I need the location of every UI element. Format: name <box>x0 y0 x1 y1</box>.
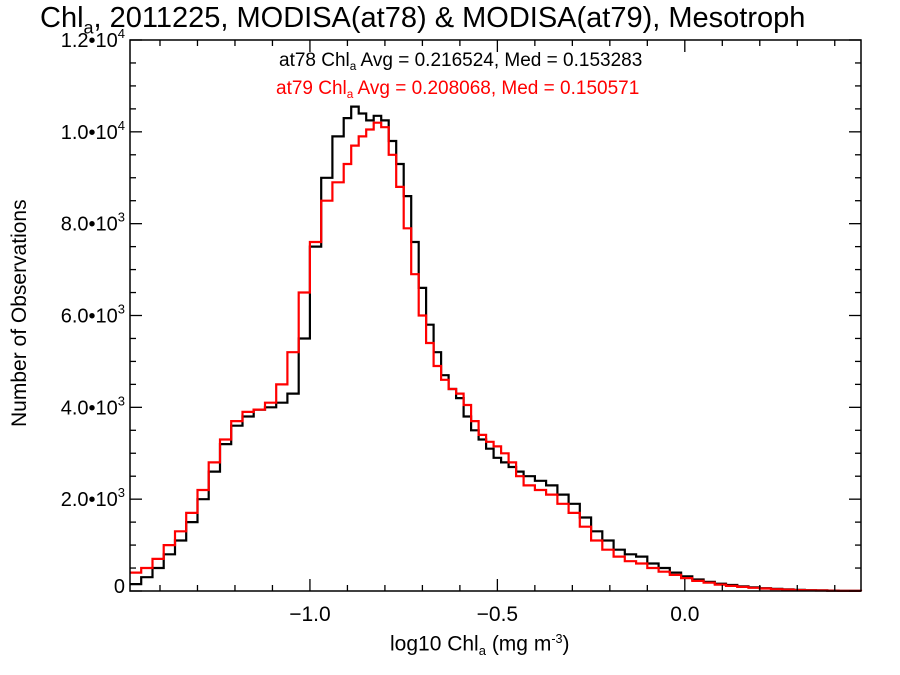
x-axis-label: log10 Chla (mg m-3) <box>390 632 570 659</box>
x-tick-label: −0.5 <box>477 603 518 626</box>
y-tick-label: 8.0•103 <box>61 210 125 236</box>
y-tick-label: 6.0•103 <box>61 302 125 328</box>
legend-entry-at78: at78 Chla Avg = 0.216524, Med = 0.153283 <box>279 50 643 74</box>
series-line-at78 <box>130 105 861 592</box>
y-tick-label: 1.0•104 <box>61 118 125 144</box>
axis-layer: −1.0 −0.5 0.0 0 2.0•103 4.0•103 6.0•103 8.0•103… <box>61 26 861 626</box>
y-tick-label: 2.0•103 <box>61 485 125 511</box>
y-tick-label: 1.2•104 <box>61 26 125 52</box>
chart-title: Chla, 2011225, MODISA(at78) & MODISA(at7… <box>40 2 806 38</box>
plot-frame <box>129 39 862 592</box>
x-tick-label: 0.0 <box>670 603 699 626</box>
x-tick-label: −1.0 <box>289 603 330 626</box>
y-tick-label: 0 <box>114 576 125 598</box>
series-line-at79 <box>130 121 863 592</box>
legend-entry-at79: at79 Chla Avg = 0.208068, Med = 0.150571 <box>276 78 640 102</box>
y-tick-label: 4.0•103 <box>61 393 125 419</box>
series-layer <box>130 105 863 592</box>
